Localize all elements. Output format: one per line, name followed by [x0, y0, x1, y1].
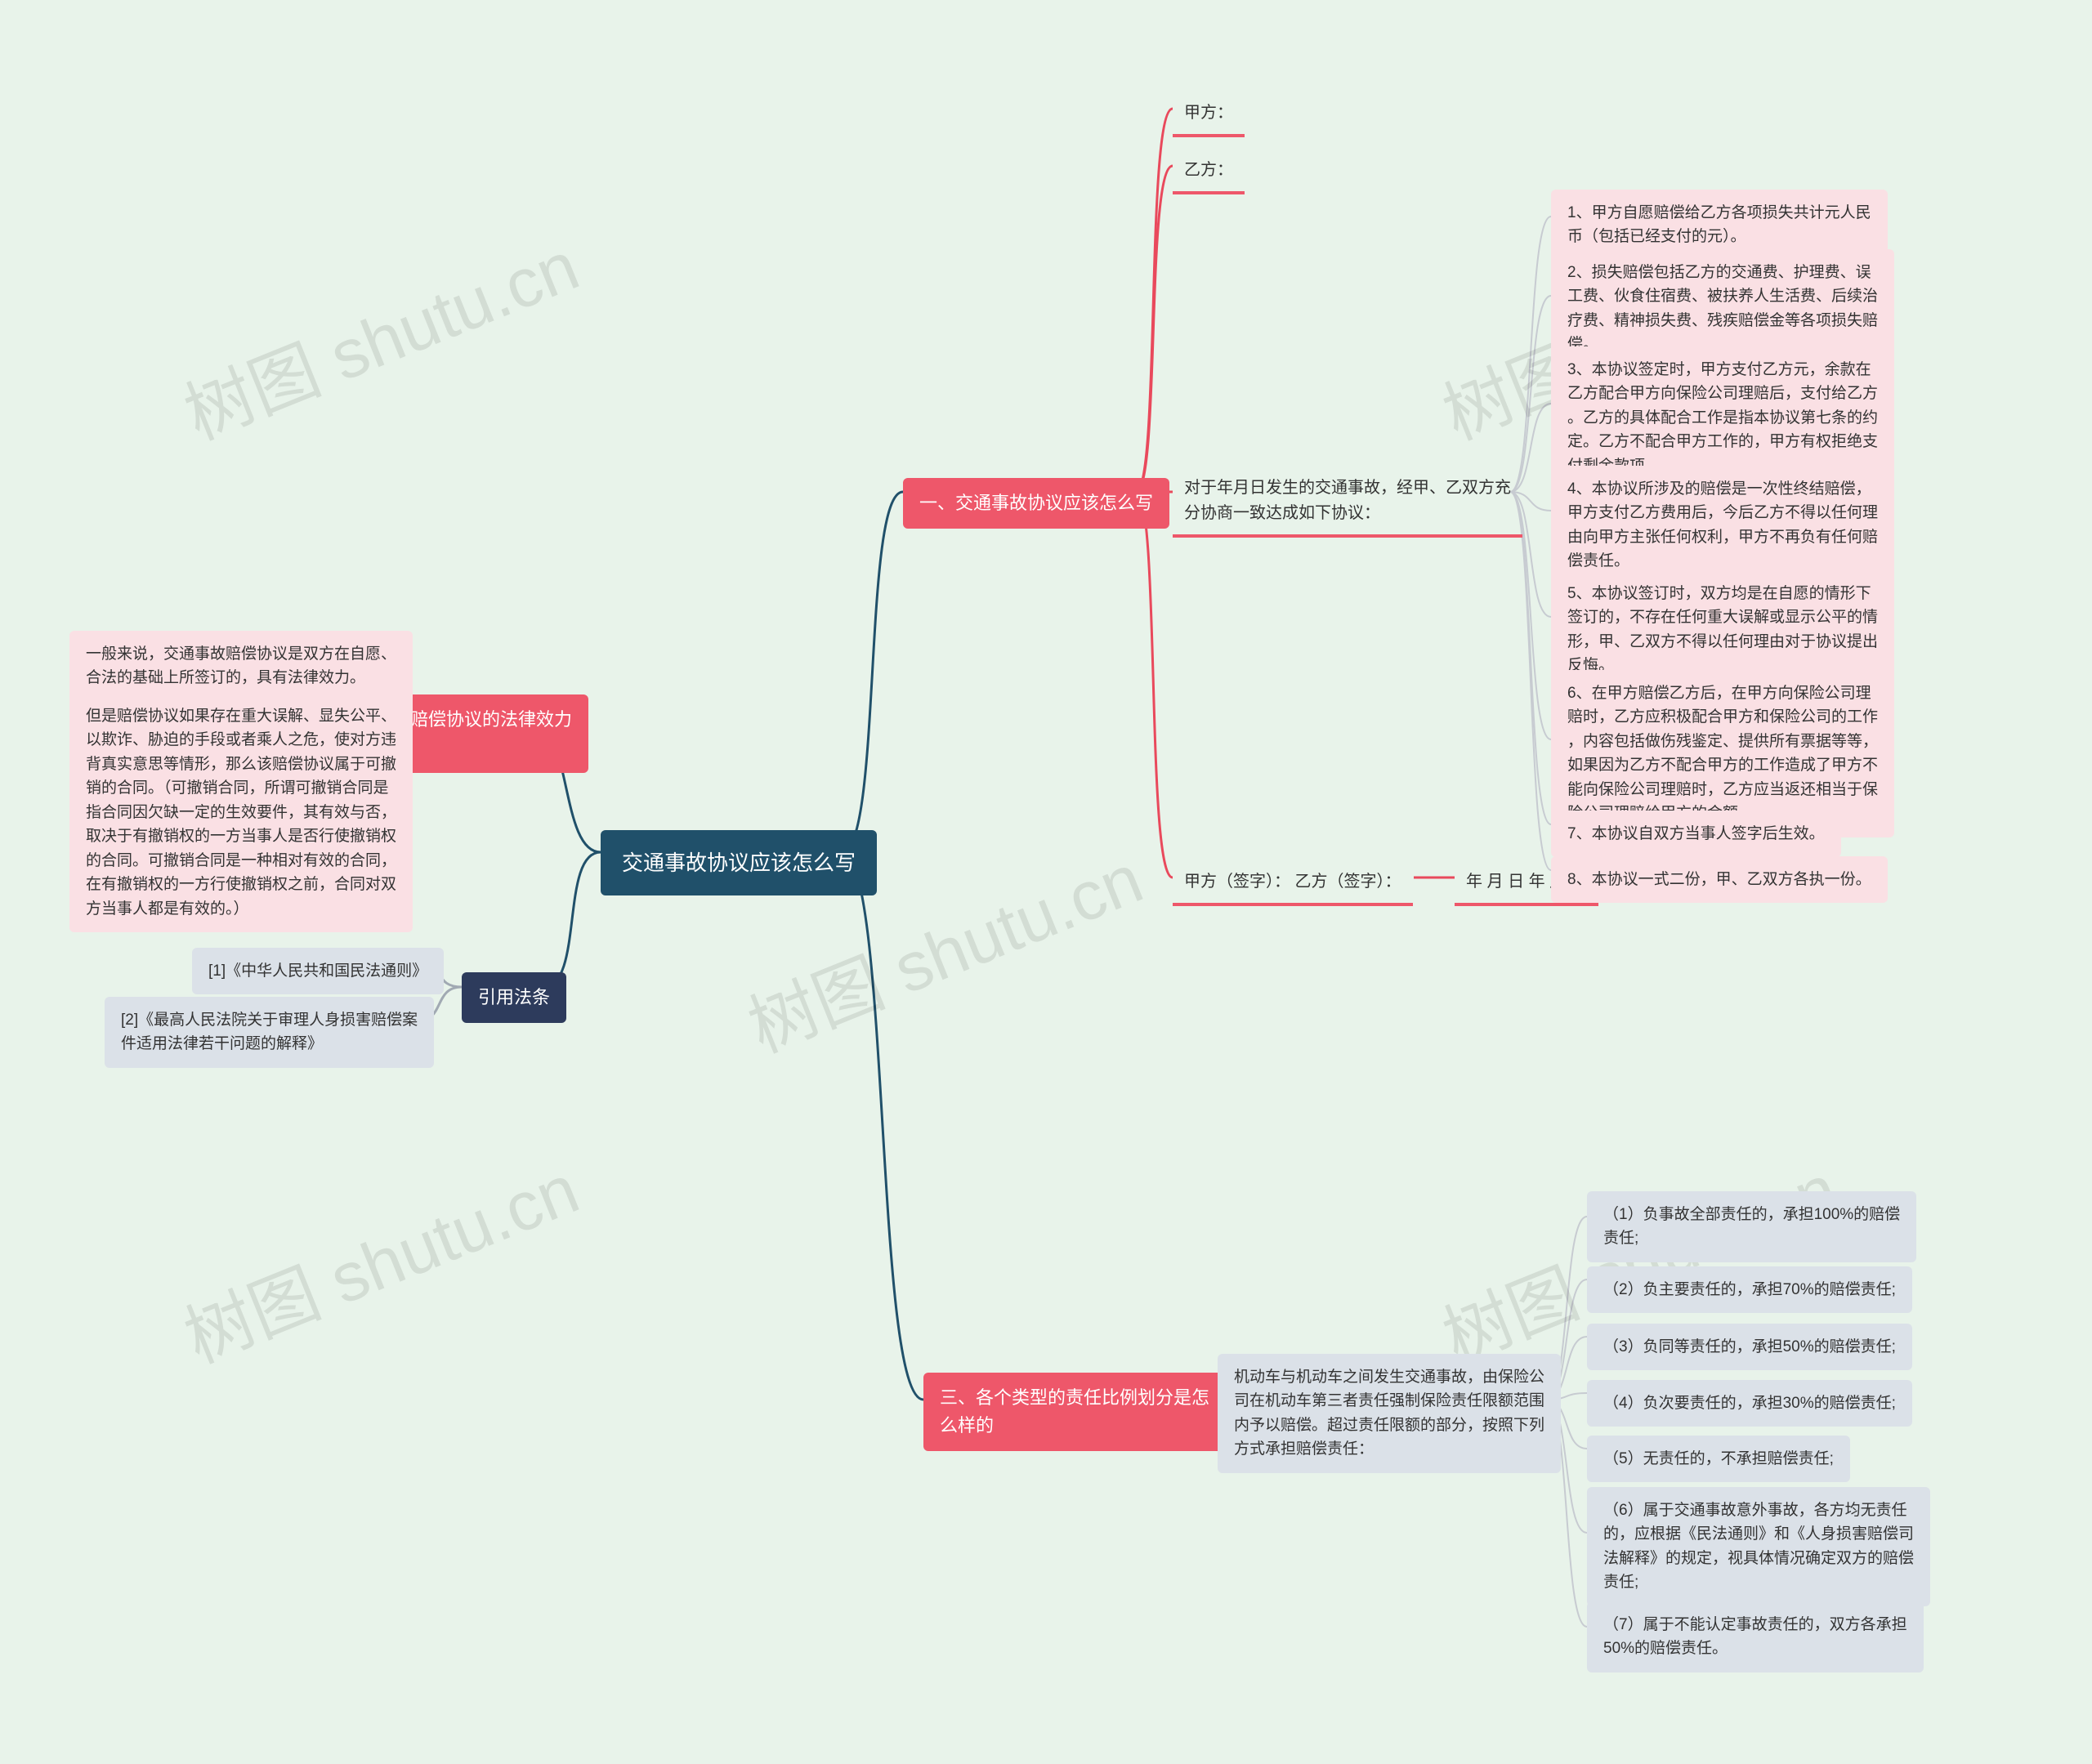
s3a6-node[interactable]: （6）属于交通事故意外事故，各方均无责任 的，应根据《民法通则》和《人身损害赔偿…: [1587, 1487, 1930, 1606]
s2b-node[interactable]: 但是赔偿协议如果存在重大误解、显失公平、 以欺诈、胁迫的手段或者乘人之危，使对方…: [69, 693, 413, 932]
s1c4-node[interactable]: 4、本协议所涉及的赔偿是一次性终结赔偿， 甲方支付乙方费用后，今后乙方不得以任何…: [1551, 466, 1894, 585]
ref1-node[interactable]: [1]《中华人民共和国民法通则》: [192, 948, 444, 994]
s3a1-node[interactable]: （1）负事故全部责任的，承担100%的赔偿 责任;: [1587, 1191, 1916, 1262]
section1-node[interactable]: 一、交通事故协议应该怎么写: [903, 478, 1169, 529]
s2a-node[interactable]: 一般来说，交通事故赔偿协议是双方在自愿、 合法的基础上所签订的，具有法律效力。: [69, 631, 413, 702]
s3a-node[interactable]: 机动车与机动车之间发生交通事故，由保险公 司在机动车第三者责任强制保险责任限额范…: [1218, 1354, 1561, 1473]
s3a3-node[interactable]: （3）负同等责任的，承担50%的赔偿责任;: [1587, 1324, 1912, 1370]
s1c8-node[interactable]: 8、本协议一式二份，甲、乙双方各执一份。: [1551, 856, 1888, 903]
s3a5-node[interactable]: （5）无责任的，不承担赔偿责任;: [1587, 1436, 1850, 1482]
s1b-node[interactable]: 乙方：: [1173, 150, 1245, 194]
s1c-node[interactable]: 对于年月日发生的交通事故，经甲、乙双方充 分协商一致达成如下协议：: [1173, 467, 1522, 538]
ref2-node[interactable]: [2]《最高人民法院关于审理人身损害赔偿案 件适用法律若干问题的解释》: [105, 997, 434, 1068]
s1d-node[interactable]: 甲方（签字）： 乙方（签字）：: [1173, 861, 1413, 906]
s3a2-node[interactable]: （2）负主要责任的，承担70%的赔偿责任;: [1587, 1266, 1912, 1313]
section3-node[interactable]: 三、各个类型的责任比例划分是怎 么样的: [923, 1373, 1226, 1451]
root-node[interactable]: 交通事故协议应该怎么写: [601, 830, 877, 895]
s1c7-node[interactable]: 7、本协议自双方当事人签字后生效。: [1551, 811, 1841, 857]
s3a7-node[interactable]: （7）属于不能认定事故责任的，双方各承担 50%的赔偿责任。: [1587, 1601, 1924, 1672]
s1a-node[interactable]: 甲方：: [1173, 92, 1245, 137]
refs-node[interactable]: 引用法条: [462, 972, 566, 1023]
s3a4-node[interactable]: （4）负次要责任的，承担30%的赔偿责任;: [1587, 1380, 1912, 1427]
